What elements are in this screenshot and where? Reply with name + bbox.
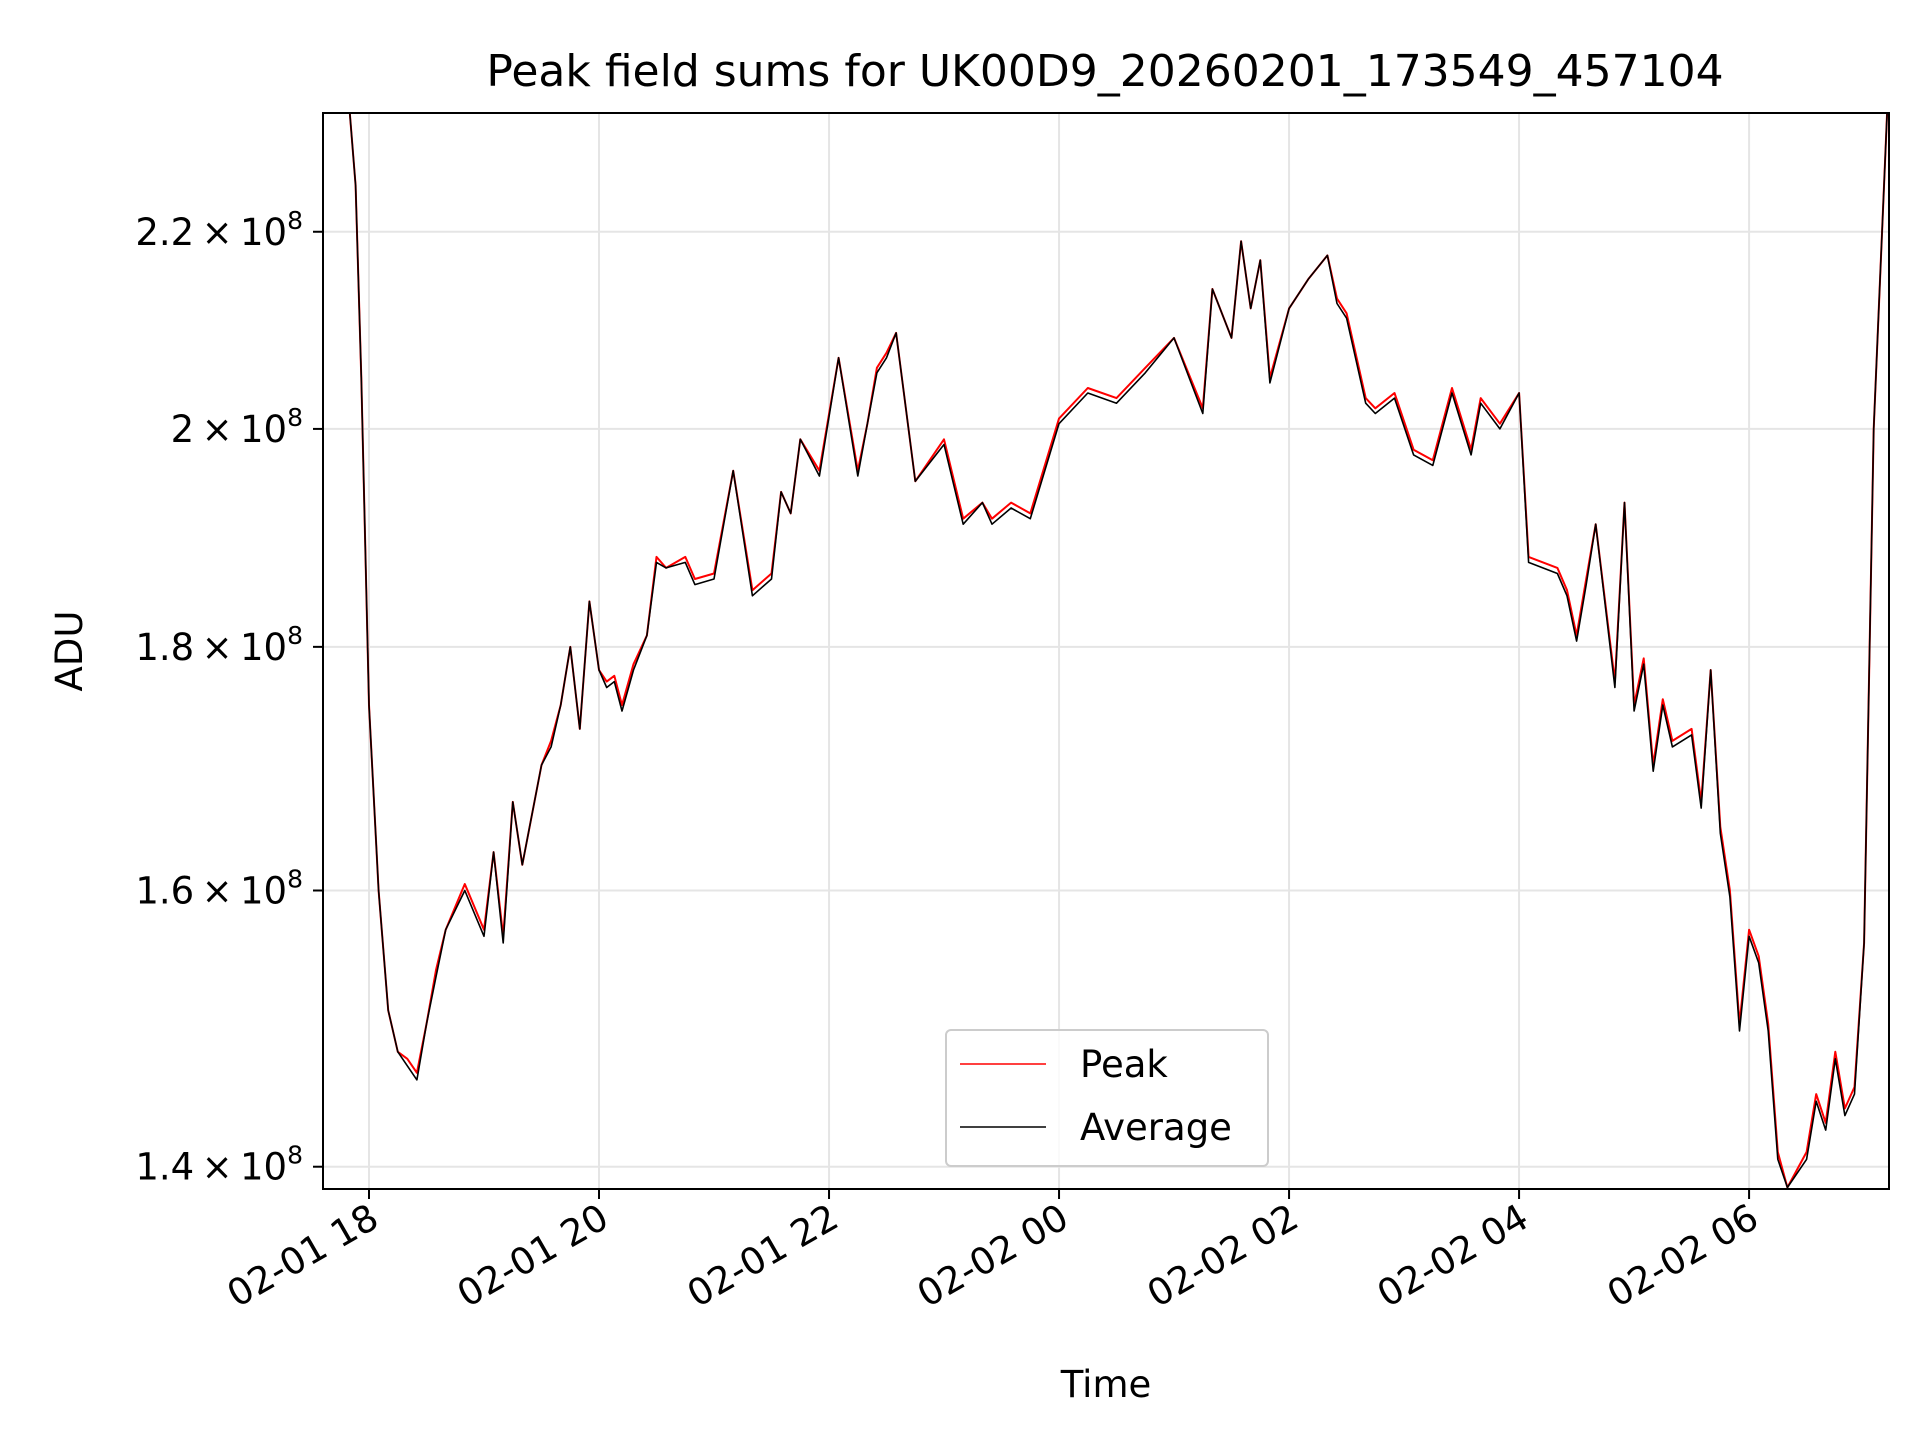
y-tick-base: 10 — [240, 869, 287, 912]
y-tick-label: 1.6 × 108 — [135, 864, 303, 912]
y-tick-exponent: 8 — [287, 206, 303, 235]
y-tick-label: 1.4 × 108 — [135, 1141, 303, 1189]
y-tick-mantissa: 2 — [171, 408, 195, 451]
y-tick-label: 2 × 108 — [171, 403, 303, 451]
y-tick-exponent: 8 — [287, 864, 303, 893]
y-axis-ticks: 1.4 × 108 1.6 × 108 1.8 × 108 2 × 108 2.2 × … — [135, 206, 323, 1189]
y-tick-exponent: 8 — [287, 1141, 303, 1170]
y-tick-base: 10 — [240, 408, 287, 451]
y-tick-exponent: 8 — [287, 403, 303, 432]
y-tick-label: 2.2 × 108 — [135, 206, 303, 254]
y-tick-mantissa: 1.6 — [135, 869, 194, 912]
series-lines — [348, 113, 1889, 1189]
series-line-peak — [348, 113, 1889, 1189]
plot-frame — [322, 112, 1890, 1190]
y-tick-base: 10 — [240, 1146, 287, 1189]
y-tick-mantissa: 2.2 — [135, 211, 194, 254]
y-tick-exponent: 8 — [287, 621, 303, 650]
y-axis-label: ADU — [48, 611, 91, 692]
y-tick-base: 10 — [240, 211, 287, 254]
chart-title: Peak field sums for UK00D9_20260201_1735… — [486, 46, 1723, 97]
y-tick-label: 1.8 × 108 — [135, 621, 303, 669]
grid-lines — [323, 113, 1889, 1189]
y-tick-base: 10 — [240, 626, 287, 669]
y-tick-mantissa: 1.8 — [135, 626, 194, 669]
legend: Peak Average — [945, 1029, 1269, 1167]
plot-data-layer — [348, 113, 1889, 1189]
legend-average-label: Average — [1080, 1106, 1232, 1149]
y-tick-mantissa: 1.4 — [135, 1146, 194, 1189]
series-line-average — [349, 113, 1888, 1189]
legend-peak-label: Peak — [1080, 1043, 1168, 1086]
x-axis-label: Time — [1060, 1363, 1152, 1406]
